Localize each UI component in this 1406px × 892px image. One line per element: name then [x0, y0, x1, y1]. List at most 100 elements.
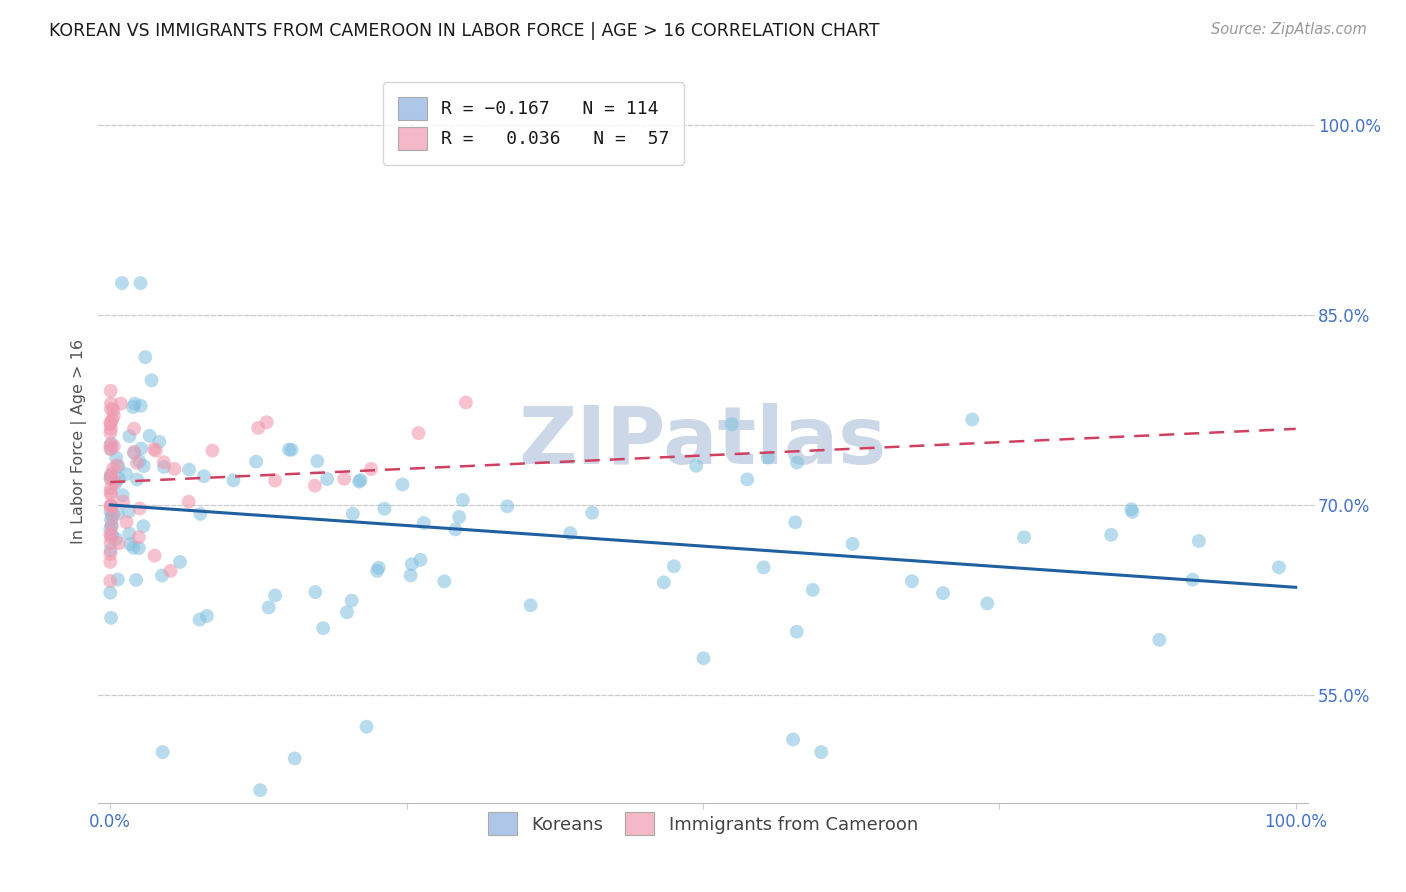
Point	[98, 574, 121, 588]
Point	[100, 513, 122, 527]
Point	[1188, 534, 1211, 549]
Point	[444, 522, 467, 536]
Point	[128, 530, 150, 544]
Point	[103, 409, 125, 423]
Point	[118, 504, 141, 518]
Point	[1099, 528, 1122, 542]
Point	[752, 560, 775, 574]
Point	[145, 443, 167, 458]
Point	[107, 507, 129, 521]
Point	[801, 582, 824, 597]
Point	[810, 745, 832, 759]
Point	[125, 573, 148, 587]
Point	[100, 416, 122, 430]
Point	[159, 564, 181, 578]
Point	[100, 417, 122, 432]
Point	[120, 537, 142, 551]
Point	[1121, 502, 1143, 516]
Point	[188, 613, 211, 627]
Point	[1121, 505, 1143, 519]
Point	[98, 527, 121, 541]
Point	[360, 462, 382, 476]
Point	[122, 445, 145, 459]
Point	[129, 442, 152, 456]
Point	[304, 585, 326, 599]
Y-axis label: In Labor Force | Age > 16: In Labor Force | Age > 16	[72, 339, 87, 544]
Point	[107, 573, 129, 587]
Point	[100, 442, 122, 456]
Point	[111, 488, 134, 502]
Point	[245, 454, 267, 468]
Point	[347, 475, 370, 489]
Point	[304, 478, 326, 492]
Point	[1012, 530, 1035, 544]
Point	[100, 518, 122, 533]
Point	[932, 586, 955, 600]
Point	[163, 462, 186, 476]
Point	[100, 468, 122, 483]
Point	[98, 555, 121, 569]
Point	[976, 597, 998, 611]
Point	[125, 456, 148, 470]
Point	[366, 564, 388, 578]
Point	[257, 600, 280, 615]
Point	[148, 434, 170, 449]
Point	[720, 417, 742, 432]
Point	[98, 585, 121, 599]
Point	[519, 599, 541, 613]
Point	[264, 589, 287, 603]
Point	[100, 530, 122, 544]
Point	[101, 528, 124, 542]
Point	[100, 611, 122, 625]
Point	[340, 593, 363, 607]
Point	[201, 443, 224, 458]
Point	[841, 537, 863, 551]
Point	[100, 384, 122, 398]
Point	[98, 522, 121, 536]
Legend: Koreans, Immigrants from Cameroon: Koreans, Immigrants from Cameroon	[475, 799, 931, 848]
Point	[134, 350, 156, 364]
Point	[110, 396, 132, 410]
Point	[100, 396, 122, 410]
Point	[101, 518, 124, 533]
Point	[100, 504, 122, 518]
Text: ZIPatlas: ZIPatlas	[519, 402, 887, 481]
Point	[100, 499, 122, 513]
Point	[249, 783, 271, 797]
Point	[786, 455, 808, 469]
Point	[581, 506, 603, 520]
Point	[118, 526, 141, 541]
Point	[122, 446, 145, 460]
Point	[107, 459, 129, 474]
Point	[735, 472, 758, 486]
Point	[150, 568, 173, 582]
Point	[177, 462, 200, 476]
Point	[122, 541, 145, 555]
Point	[652, 575, 675, 590]
Point	[560, 526, 582, 541]
Point	[756, 450, 779, 465]
Point	[111, 276, 134, 290]
Point	[103, 402, 125, 417]
Point	[132, 519, 155, 533]
Point	[124, 397, 146, 411]
Point	[356, 720, 378, 734]
Point	[100, 543, 122, 558]
Point	[1181, 573, 1204, 587]
Point	[100, 536, 122, 550]
Point	[101, 413, 124, 427]
Point	[454, 395, 477, 409]
Point	[408, 426, 430, 441]
Point	[284, 751, 307, 765]
Point	[152, 455, 174, 469]
Point	[100, 422, 122, 436]
Point	[901, 574, 924, 589]
Point	[100, 467, 122, 482]
Point	[247, 421, 270, 435]
Point	[100, 472, 122, 486]
Point	[115, 515, 138, 529]
Point	[222, 473, 245, 487]
Point	[685, 458, 707, 473]
Point	[122, 422, 145, 436]
Point	[98, 547, 121, 561]
